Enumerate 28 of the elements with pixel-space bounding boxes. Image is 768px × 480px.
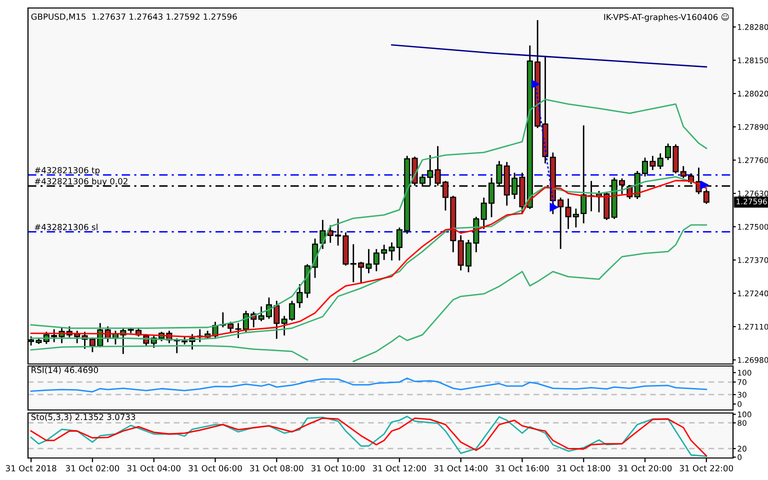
line-series xyxy=(391,44,708,68)
x-tick-label: 31 Oct 10:00 xyxy=(312,465,365,472)
point xyxy=(700,180,709,190)
x-tick-label: 31 Oct 04:00 xyxy=(127,465,180,472)
text: GBPUSD,M15 1.27637 1.27643 1.27592 1.27596 xyxy=(31,13,237,21)
candlestick xyxy=(703,189,710,204)
chart-title: Sto(5,3,3) 2.1352 3.0733 xyxy=(31,414,136,422)
x-tick-label: 31 Oct 06:00 xyxy=(188,465,242,472)
line-series xyxy=(30,378,708,392)
x-tick-label: 31 Oct 02:00 xyxy=(66,465,120,472)
x-tick-label: 31 Oct 18:00 xyxy=(557,465,610,472)
x-tick-label: 31 Oct 08:00 xyxy=(250,465,304,472)
x-tick-label: 31 Oct 16:00 xyxy=(496,465,549,472)
line-series xyxy=(30,98,708,329)
x-tick-label: 31 Oct 12:00 xyxy=(372,465,426,472)
candlestick xyxy=(296,284,303,308)
x-tick-label: 31 Oct 22:00 xyxy=(680,465,734,472)
ref-line-label: #432821306 tp xyxy=(34,167,100,175)
ref-line-label: #432821306 buy 0.02 xyxy=(34,178,128,186)
x-tick-label: 31 Oct 20:00 xyxy=(618,465,672,472)
chart-title: RSI(14) 46.4690 xyxy=(32,366,98,374)
annotation: IK-VPS-AT-graphes-V160406 ☺ xyxy=(604,13,729,22)
point xyxy=(531,80,540,88)
ref-line-label: #432821306 sl xyxy=(34,224,98,230)
x-tick-label: 31 Oct 14:00 xyxy=(434,465,488,472)
point xyxy=(550,203,558,212)
candlestick xyxy=(657,153,664,170)
x-tick-label: 31 Oct 2018 xyxy=(6,465,56,472)
